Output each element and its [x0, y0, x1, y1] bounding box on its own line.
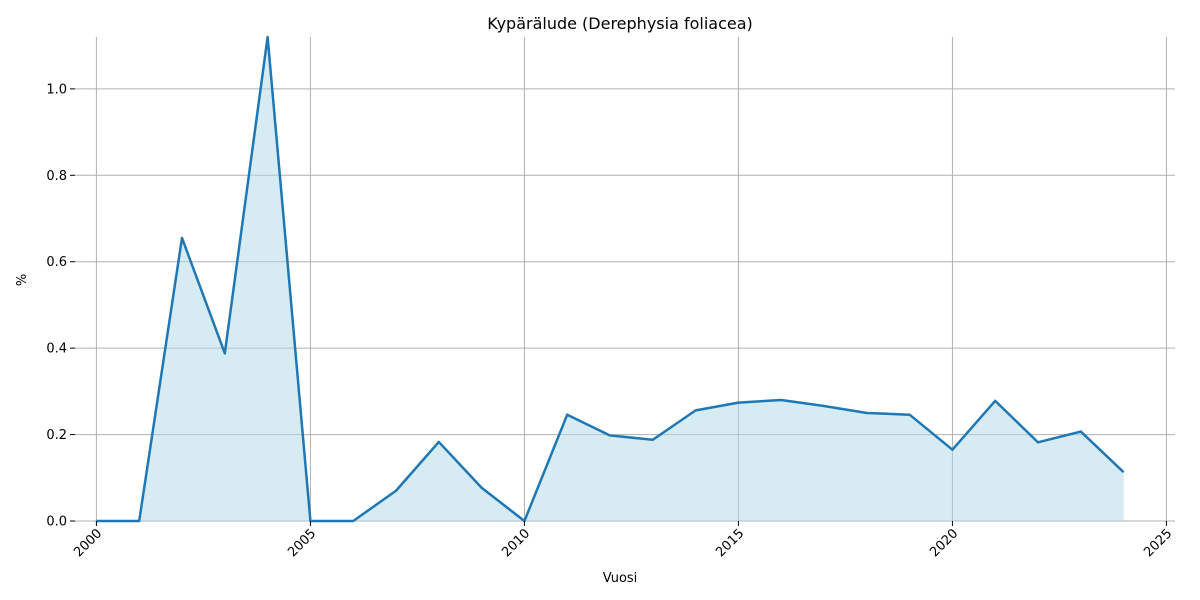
chart-title: Kypärälude (Derephysia foliacea): [487, 14, 753, 33]
y-tick-label: 0.0: [46, 515, 67, 530]
y-tick-label: 0.2: [46, 428, 67, 443]
series-line: [96, 35, 1125, 523]
x-tick-label: 2025: [1141, 526, 1175, 560]
x-axis-ticks: 2000 2005 2010 2015 2020 2025: [71, 521, 1175, 560]
x-axis-label: Vuosi: [603, 571, 638, 586]
y-axis-ticks: 0.0 0.2 0.4 0.6 0.8 1.0: [46, 82, 75, 530]
y-axis-label: %: [15, 274, 30, 286]
y-tick-label: 0.4: [46, 342, 67, 357]
y-tick-label: 0.6: [46, 255, 67, 270]
x-tick-label: 2000: [71, 526, 105, 560]
x-tick-label: 2020: [927, 526, 961, 560]
y-tick-label: 0.8: [46, 169, 67, 184]
y-tick-label: 1.0: [46, 82, 67, 97]
x-tick-label: 2010: [499, 526, 533, 560]
x-tick-label: 2015: [713, 526, 747, 560]
area-fill: [96, 37, 1124, 521]
x-tick-label: 2005: [285, 526, 319, 560]
